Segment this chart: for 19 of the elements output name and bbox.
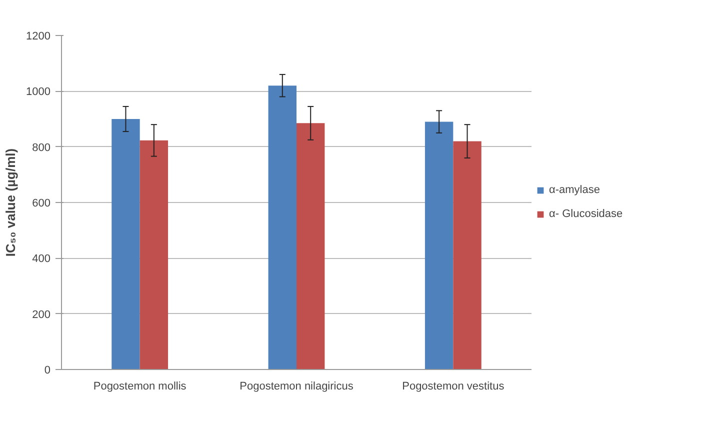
legend-label: α-amylase: [549, 184, 600, 196]
bar: [296, 123, 325, 370]
y-tick-label: 600: [32, 198, 51, 210]
x-tick-label: Pogostemon vestitus: [402, 380, 505, 392]
bar: [140, 140, 168, 370]
bar: [453, 141, 482, 370]
bar: [112, 119, 140, 370]
bar: [268, 86, 296, 370]
x-tick-label: Pogostemon mollis: [93, 380, 187, 392]
y-tick-label: 800: [32, 142, 51, 154]
y-tick-label: 1000: [26, 86, 51, 98]
y-tick-label: 0: [44, 364, 51, 376]
y-tick-label: 400: [32, 253, 51, 266]
legend-label: α- Glucosidase: [549, 208, 623, 220]
y-tick-label: 1200: [26, 30, 51, 42]
y-tick-label: 200: [32, 308, 51, 321]
y-axis-title: IC₅₀ value (µg/ml): [3, 148, 18, 257]
bar: [424, 122, 454, 370]
x-tick-label: Pogostemon nilagiricus: [240, 380, 354, 392]
